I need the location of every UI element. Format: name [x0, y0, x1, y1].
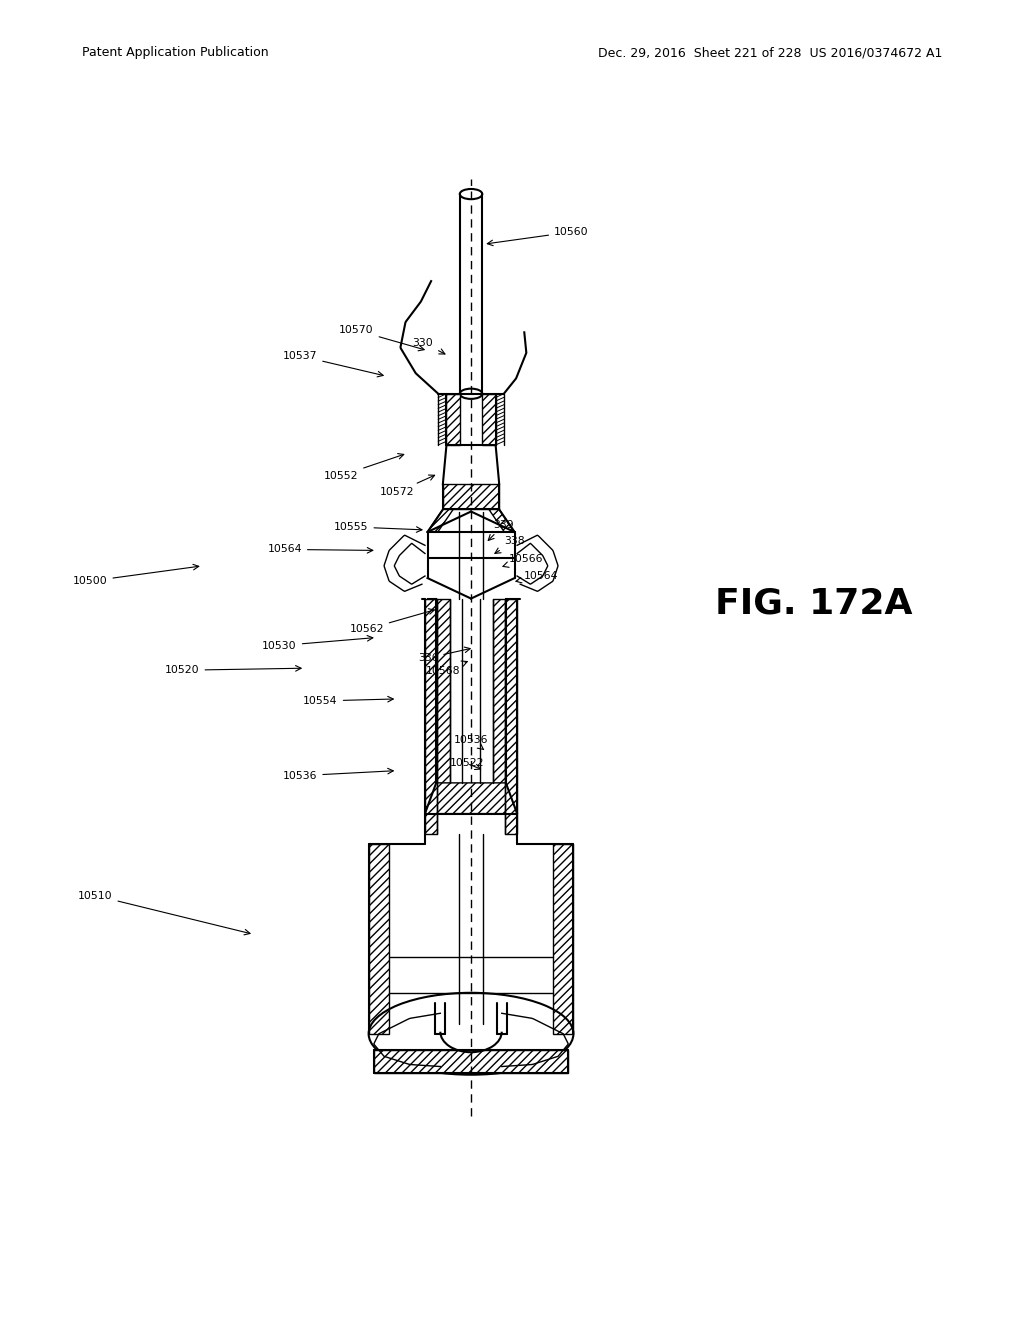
Text: 10537: 10537	[283, 351, 383, 378]
Text: Patent Application Publication: Patent Application Publication	[82, 46, 268, 59]
Text: 10560: 10560	[487, 227, 589, 246]
Text: 10536: 10536	[283, 768, 393, 780]
Polygon shape	[428, 510, 453, 532]
Text: 10522: 10522	[450, 759, 484, 770]
Bar	[369, 845, 389, 1034]
Ellipse shape	[460, 388, 482, 399]
Text: 10566: 10566	[503, 553, 544, 568]
Bar	[493, 598, 506, 783]
Text: 10510: 10510	[78, 891, 250, 935]
Ellipse shape	[460, 189, 482, 199]
Text: 10500: 10500	[73, 565, 199, 586]
Text: 10568: 10568	[426, 661, 467, 676]
Bar	[553, 845, 573, 1034]
Text: 10520: 10520	[165, 665, 301, 676]
Text: 10564: 10564	[516, 572, 558, 583]
Text: 10564: 10564	[267, 544, 373, 554]
Text: 10552: 10552	[324, 454, 403, 480]
Text: 339: 339	[488, 520, 514, 540]
Text: 10572: 10572	[380, 475, 434, 498]
Text: FIG. 172A: FIG. 172A	[716, 586, 912, 620]
Text: 10536: 10536	[454, 735, 488, 750]
Text: 338: 338	[495, 536, 524, 553]
Text: 10562: 10562	[349, 609, 434, 635]
Bar	[505, 598, 517, 834]
Text: 10555: 10555	[334, 521, 422, 532]
Text: 330: 330	[413, 338, 445, 354]
Bar	[436, 598, 450, 783]
Text: 336: 336	[418, 647, 470, 663]
Text: 10530: 10530	[262, 635, 373, 651]
Polygon shape	[425, 783, 517, 813]
Bar	[482, 393, 496, 445]
Bar	[374, 1051, 568, 1073]
Polygon shape	[489, 510, 515, 532]
Bar	[425, 598, 437, 834]
Text: 10554: 10554	[303, 696, 393, 706]
Bar	[442, 484, 500, 510]
Text: 10570: 10570	[339, 325, 424, 351]
Bar	[446, 393, 460, 445]
Text: Dec. 29, 2016  Sheet 221 of 228  US 2016/0374672 A1: Dec. 29, 2016 Sheet 221 of 228 US 2016/0…	[598, 46, 942, 59]
